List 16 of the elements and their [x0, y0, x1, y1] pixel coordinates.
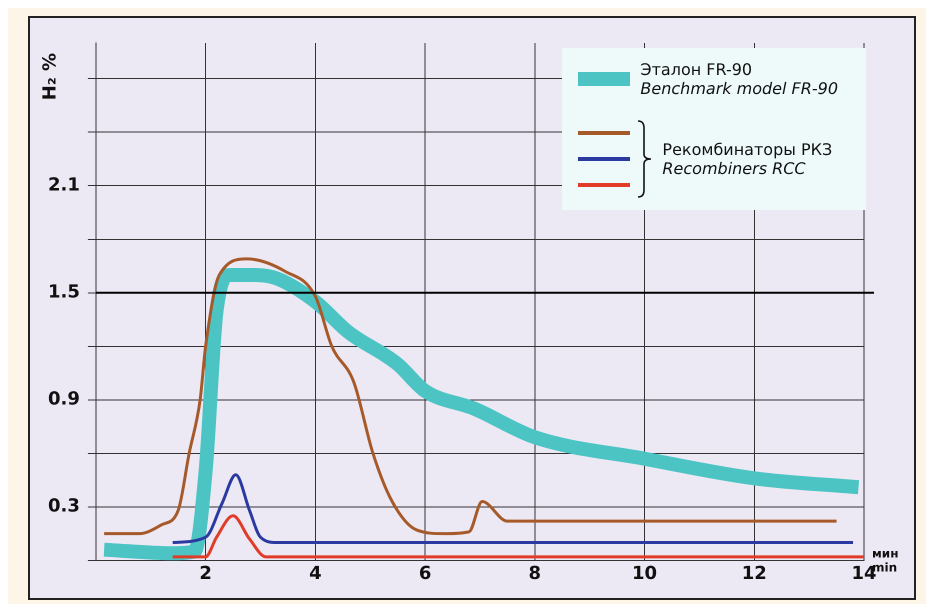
x-tick-label: 10 [632, 562, 658, 584]
line-series [102, 257, 838, 536]
y-tick-label: 0.9 [48, 388, 80, 410]
y-tick-label: 1.5 [48, 281, 80, 302]
legend-label: Эталон FR-90 Benchmark model FR-90 [640, 60, 838, 98]
line-series [171, 473, 855, 544]
x-tick-label: 6 [418, 562, 432, 584]
y-axis-title: H₂ % [40, 53, 61, 100]
x-tick-label: 4 [309, 562, 322, 584]
x-tick-label: 12 [742, 562, 767, 584]
line-series [171, 514, 864, 558]
y-tick-label: 2.1 [48, 174, 80, 196]
legend-label: Рекомбинаторы РКЗ Recombiners RCC [662, 140, 832, 178]
x-tick-label: 8 [528, 562, 542, 584]
x-tick-label: 2 [199, 562, 212, 584]
y-tick-label: 0.3 [48, 496, 80, 517]
